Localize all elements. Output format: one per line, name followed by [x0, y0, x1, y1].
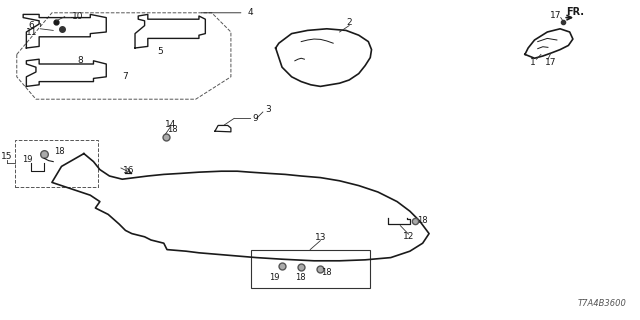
- Text: 11: 11: [26, 28, 37, 36]
- Text: 18: 18: [294, 273, 305, 282]
- Text: 14: 14: [164, 120, 176, 129]
- Text: 19: 19: [269, 273, 280, 282]
- Text: 18: 18: [54, 147, 65, 156]
- Text: 13: 13: [315, 233, 326, 242]
- Text: 8: 8: [78, 56, 84, 65]
- Text: T7A4B3600: T7A4B3600: [577, 300, 626, 308]
- Text: 17: 17: [545, 58, 556, 67]
- Text: 7: 7: [123, 72, 128, 81]
- Text: 17: 17: [550, 11, 561, 20]
- Text: 5: 5: [157, 47, 163, 56]
- Text: 18: 18: [167, 125, 177, 134]
- Text: 2: 2: [346, 18, 352, 27]
- Text: 12: 12: [403, 232, 414, 241]
- Text: 6: 6: [29, 21, 35, 30]
- Text: 18: 18: [321, 268, 332, 277]
- Text: 18: 18: [417, 216, 428, 225]
- Text: FR.: FR.: [566, 7, 584, 17]
- Text: 16: 16: [123, 166, 134, 175]
- Text: 15: 15: [1, 152, 13, 161]
- Text: 10: 10: [72, 12, 83, 21]
- Text: 1: 1: [530, 58, 536, 67]
- Text: 19: 19: [22, 155, 33, 164]
- Text: 3: 3: [265, 105, 271, 114]
- Text: 4: 4: [247, 8, 253, 17]
- Text: 9: 9: [252, 114, 258, 123]
